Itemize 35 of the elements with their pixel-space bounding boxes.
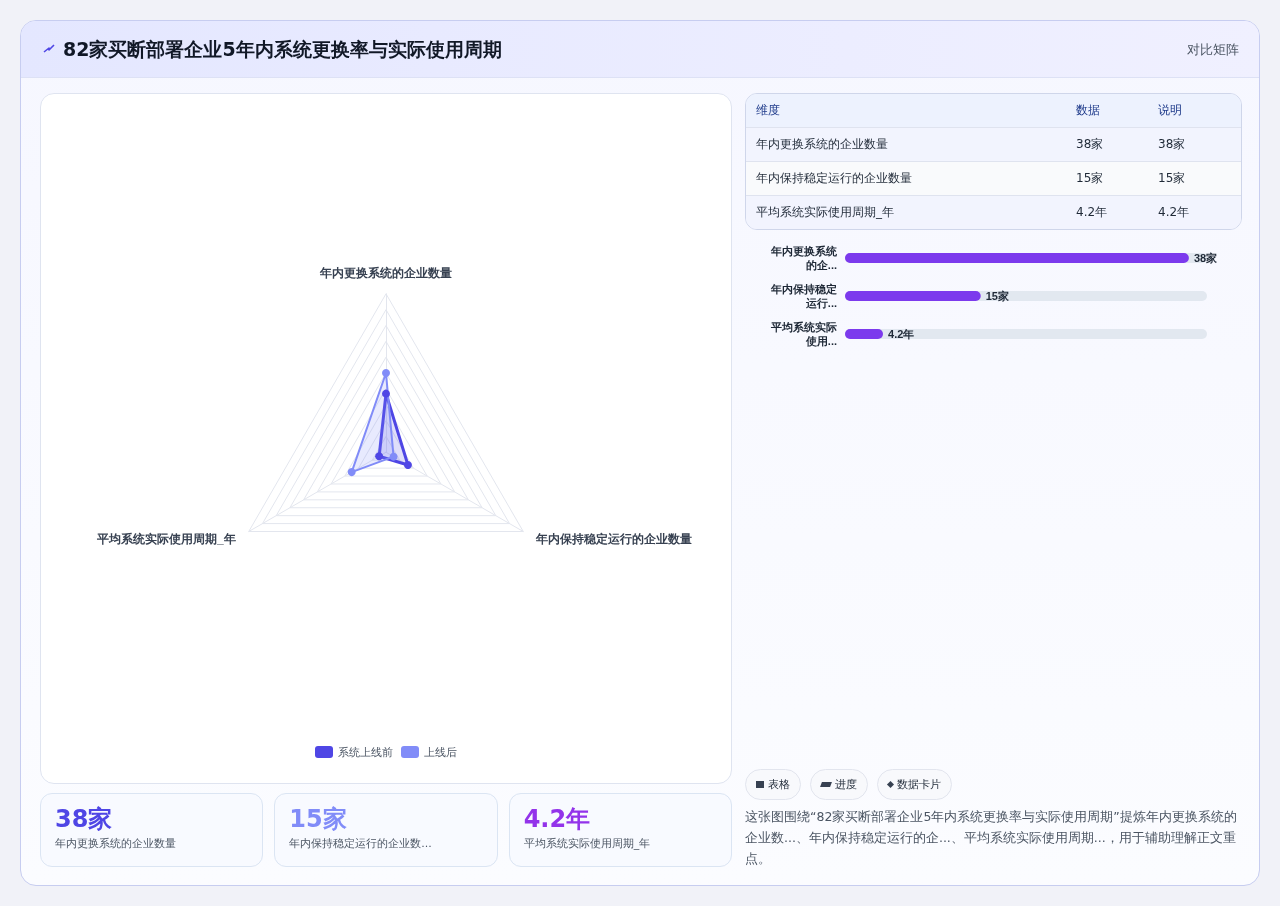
text: 数据: [1076, 102, 1101, 119]
y-tick-label: 平均系统实际使用...: [770, 321, 837, 347]
y-tick-label: 年内保持稳定运行...: [770, 283, 837, 309]
text: 4.2年: [523, 804, 592, 834]
data-label: 15家: [985, 290, 1009, 302]
text: 维度: [755, 102, 781, 119]
text: 38家: [55, 804, 114, 834]
data-label: 38家: [1193, 252, 1218, 264]
text: 年内更换系统的企业数量: [755, 136, 889, 153]
legend-label: 上线后: [424, 746, 457, 758]
text: 平均系统实际使用周期_年: [755, 204, 895, 221]
text: 4.2年: [1076, 204, 1109, 221]
text: 15家: [289, 804, 348, 834]
text: 年内更换系统的企业数量: [55, 836, 177, 851]
data-label: 4.2年: [888, 328, 915, 340]
text: 这张图围绕“82家买断部署企业5年内系统更换率与实际使用周期”提炼年内更换系统的企业数...、年内保持稳定运行的企...、平均系统实际使用周期...，用于辅助理解正文重点。: [745, 808, 1238, 868]
text: 年内保持稳定运行的企业数量: [755, 170, 913, 187]
text: 对比矩阵: [1187, 41, 1239, 59]
text: 38家: [1076, 136, 1105, 153]
text: 年内保持稳定运行的企业数...: [289, 836, 433, 851]
y-tick-label: 年内更换系统的企...: [770, 245, 838, 271]
text: 表格: [745, 769, 801, 800]
spoke-label: 年内更换系统的企业数量: [319, 265, 452, 280]
spoke-label: 年内保持稳定运行的企业数量: [535, 532, 693, 547]
text: 进度: [810, 769, 868, 800]
text: 说明: [1158, 102, 1183, 119]
text: 38家: [1158, 136, 1187, 153]
text: 数据卡片: [877, 769, 952, 800]
text: 15家: [1076, 170, 1105, 187]
text: 4.2年: [1158, 204, 1191, 221]
text: 82家买断部署企业5年内系统更换率与实际使用周期: [63, 37, 502, 62]
spoke-label: 平均系统实际使用周期_年: [96, 532, 236, 547]
text: 15家: [1158, 170, 1187, 187]
text: 平均系统实际使用周期_年: [523, 836, 652, 851]
legend-label: 系统上线前: [338, 746, 393, 758]
